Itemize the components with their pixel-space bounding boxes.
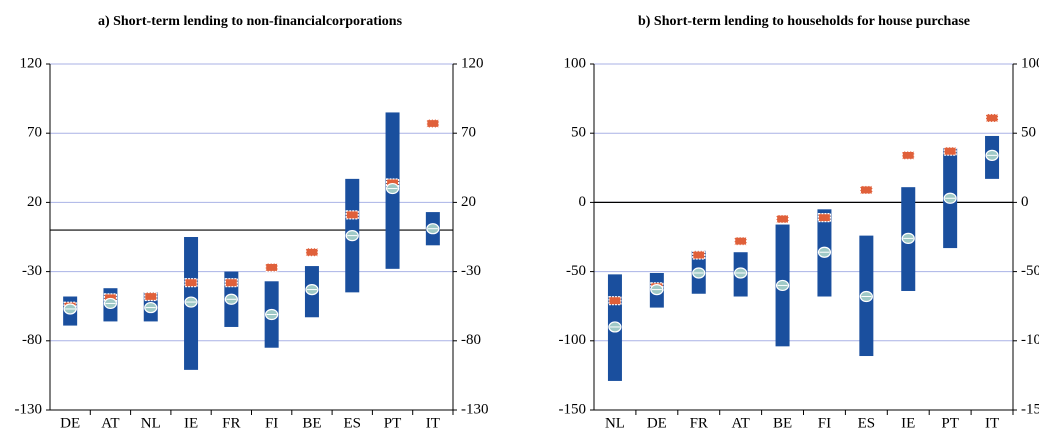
y2-tick-label: -80 <box>461 332 481 348</box>
chart-title: b) Short-term lending to households for … <box>638 14 970 29</box>
marker <box>265 262 279 273</box>
x-tick-label: AT <box>101 415 119 431</box>
y-tick-label: 20 <box>27 194 42 210</box>
marker <box>345 210 359 220</box>
marker <box>775 214 790 224</box>
x-tick-label: ES <box>858 415 876 431</box>
y-tick-label: 0 <box>579 194 587 210</box>
y2-tick-label: -30 <box>461 263 481 279</box>
y-tick-label: -80 <box>22 332 42 348</box>
y2-tick-label: 50 <box>1021 125 1036 141</box>
marker <box>943 146 957 156</box>
y-tick-label: -150 <box>559 401 587 417</box>
marker <box>734 236 748 246</box>
x-tick-label: FI <box>818 415 831 431</box>
y2-tick-label: -50 <box>1021 263 1039 279</box>
y-tick-label: -50 <box>566 263 586 279</box>
marker <box>426 118 440 129</box>
y2-tick-label: 70 <box>461 125 476 141</box>
chart-title: a) Short-term lending to non-financialco… <box>98 14 403 29</box>
x-tick-label: PT <box>941 415 959 431</box>
y2-tick-label: 0 <box>1021 194 1029 210</box>
marker <box>985 113 999 123</box>
marker <box>692 250 706 260</box>
x-tick-label: IT <box>426 415 440 431</box>
marker <box>608 296 622 306</box>
y-tick-label: 50 <box>571 125 586 141</box>
marker <box>224 278 238 288</box>
x-tick-label: DE <box>60 415 80 431</box>
y2-tick-label: -100 <box>1021 332 1039 348</box>
y2-tick-label: -130 <box>461 401 489 417</box>
x-tick-label: DE <box>647 415 667 431</box>
y-tick-label: 100 <box>564 55 587 71</box>
x-tick-label: BE <box>302 415 321 431</box>
x-tick-label: PT <box>384 415 402 431</box>
marker <box>901 150 915 160</box>
marker <box>144 291 158 302</box>
x-tick-label: NL <box>605 415 625 431</box>
y-tick-label: 70 <box>27 125 42 141</box>
marker <box>184 278 198 288</box>
x-tick-label: IE <box>901 415 915 431</box>
y2-tick-label: 100 <box>1021 55 1039 71</box>
x-tick-label: BE <box>773 415 792 431</box>
y2-tick-label: -150 <box>1021 401 1039 417</box>
x-tick-label: AT <box>731 415 749 431</box>
x-tick-label: FI <box>265 415 278 431</box>
y2-tick-label: 120 <box>461 55 484 71</box>
x-tick-label: IT <box>985 415 999 431</box>
x-tick-label: FR <box>222 415 240 431</box>
marker <box>817 213 832 223</box>
y-tick-label: -130 <box>15 401 43 417</box>
y-tick-label: -100 <box>559 332 587 348</box>
y2-tick-label: 20 <box>461 194 476 210</box>
marker <box>859 185 873 195</box>
marker <box>305 247 319 257</box>
x-tick-label: ES <box>343 415 361 431</box>
x-tick-label: FR <box>690 415 708 431</box>
y-tick-label: 120 <box>20 55 43 71</box>
x-tick-label: IE <box>184 415 198 431</box>
y-tick-label: -30 <box>22 263 42 279</box>
x-tick-label: NL <box>141 415 161 431</box>
